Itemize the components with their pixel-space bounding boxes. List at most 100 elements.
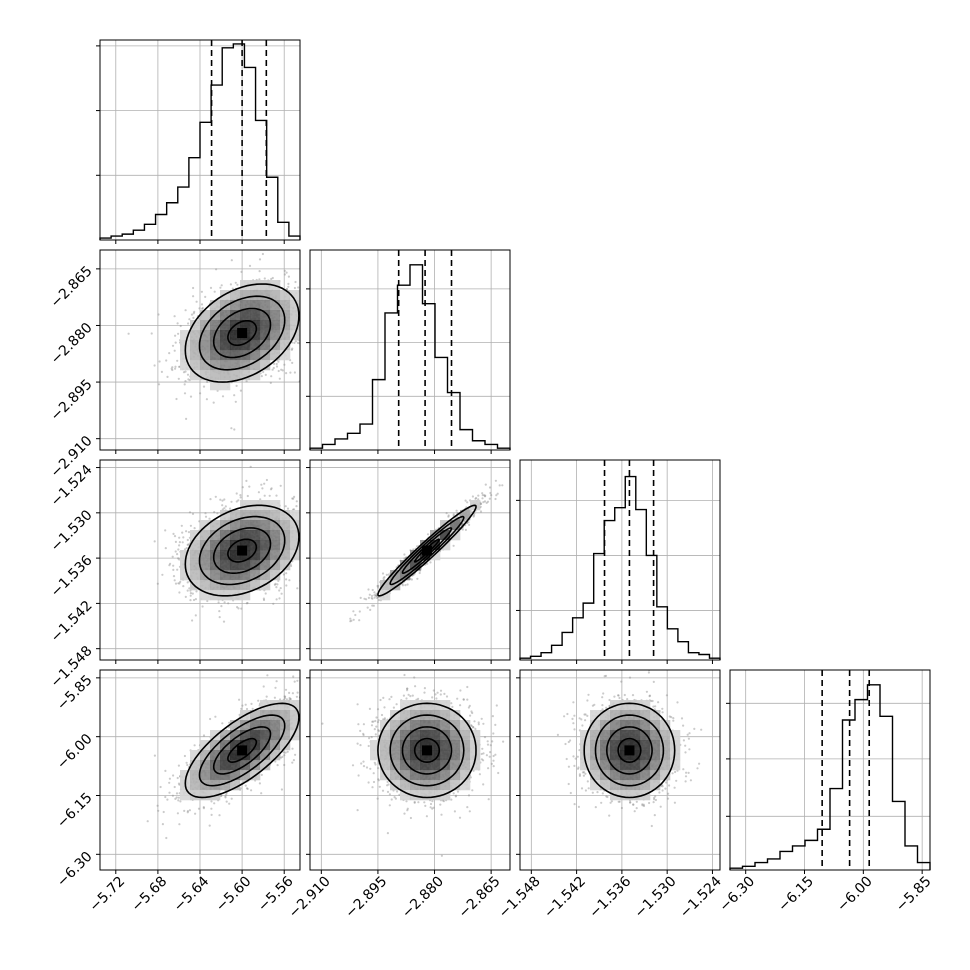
scatter-point <box>338 566 340 568</box>
scatter-point <box>291 497 294 500</box>
scatter-point <box>218 610 221 613</box>
density-cell <box>270 290 281 301</box>
scatter-point <box>306 547 308 549</box>
density-cell <box>270 310 281 321</box>
scatter-point <box>172 575 176 578</box>
scatter-point <box>184 370 187 373</box>
scatter-point <box>186 538 189 542</box>
scatter-point <box>173 535 177 538</box>
scatter-point <box>303 266 305 268</box>
scatter-point <box>194 614 197 617</box>
scatter-point <box>178 536 181 539</box>
scatter-point <box>312 493 314 495</box>
scatter-point <box>271 276 274 280</box>
scatter-point <box>171 344 175 347</box>
density-cell <box>280 290 291 301</box>
scatter-point <box>245 380 248 383</box>
scatter-point <box>174 582 178 585</box>
scatter-point <box>291 361 294 364</box>
scatter-point <box>264 373 267 376</box>
density-cell <box>230 540 241 551</box>
scatter-point <box>303 298 305 300</box>
density-cell <box>290 520 300 531</box>
scatter-point <box>177 332 180 335</box>
scatter-point <box>472 515 475 518</box>
scatter-point <box>208 517 211 520</box>
density-cell <box>230 290 241 301</box>
scatter-point <box>495 494 498 497</box>
scatter-point <box>322 309 324 311</box>
scatter-point <box>179 324 182 328</box>
scatter-point <box>312 247 314 249</box>
density-cell <box>240 570 251 581</box>
scatter-point <box>302 279 304 281</box>
scatter-point <box>494 479 497 482</box>
scatter-point <box>281 369 284 372</box>
scatter-point <box>184 595 187 599</box>
scatter-point <box>177 557 180 560</box>
scatter-point <box>447 514 450 517</box>
scatter-point <box>307 499 309 501</box>
scatter-point <box>171 368 174 372</box>
scatter-point <box>205 398 208 401</box>
scatter-point <box>268 494 271 497</box>
scatter-point <box>189 594 192 597</box>
scatter-point <box>274 582 277 586</box>
density-cell <box>270 570 281 581</box>
scatter-point <box>479 510 483 513</box>
scatter-point <box>174 334 177 337</box>
scatter-point <box>461 528 464 531</box>
scatter-point <box>307 524 309 526</box>
contour-level-1 <box>227 320 258 347</box>
scatter-point <box>157 313 160 316</box>
scatter-point <box>376 584 379 588</box>
contour-level-3 <box>198 295 286 371</box>
scatter-point <box>235 500 238 503</box>
density-cell <box>290 290 300 301</box>
scatter-point <box>215 268 218 271</box>
scatter-point <box>177 365 181 368</box>
scatter-point <box>373 596 376 599</box>
scatter-point <box>336 505 338 507</box>
scatter-point <box>229 283 232 286</box>
scatter-point <box>177 548 180 551</box>
scatter-point <box>370 596 373 600</box>
scatter-point <box>177 377 180 380</box>
scatter-point <box>233 428 236 431</box>
scatter-point <box>365 598 368 601</box>
scatter-point <box>182 585 185 588</box>
scatter-point <box>214 495 217 498</box>
scatter-point <box>245 602 248 605</box>
scatter-point <box>295 500 298 503</box>
scatter-point <box>264 592 267 595</box>
scatter-point <box>300 343 302 345</box>
density-cell <box>240 290 251 301</box>
scatter-point <box>195 300 198 303</box>
density-cell <box>190 550 201 561</box>
scatter-point <box>198 520 201 523</box>
density-cell <box>260 330 271 341</box>
density-cell <box>220 320 231 331</box>
scatter-point <box>219 286 222 289</box>
density-cell <box>210 580 221 591</box>
scatter-point <box>166 375 169 378</box>
scatter-point <box>426 562 429 565</box>
density-cell <box>200 360 211 371</box>
density-cell <box>230 350 241 361</box>
scatter-point <box>216 512 219 515</box>
scatter-point <box>262 598 266 602</box>
scatter-point <box>245 479 248 482</box>
density-cell <box>200 340 211 351</box>
density-cell <box>280 520 291 531</box>
density-cell <box>270 530 281 541</box>
contour-level-2 <box>212 307 272 359</box>
scatter-point <box>312 298 314 300</box>
density-cell <box>270 320 281 331</box>
scatter-point <box>178 582 181 585</box>
scatter-point <box>234 281 237 284</box>
density-cell <box>190 360 201 371</box>
scatter-point <box>168 564 171 567</box>
scatter-point <box>483 494 486 497</box>
scatter-point <box>290 564 293 568</box>
scatter-point <box>293 286 296 290</box>
